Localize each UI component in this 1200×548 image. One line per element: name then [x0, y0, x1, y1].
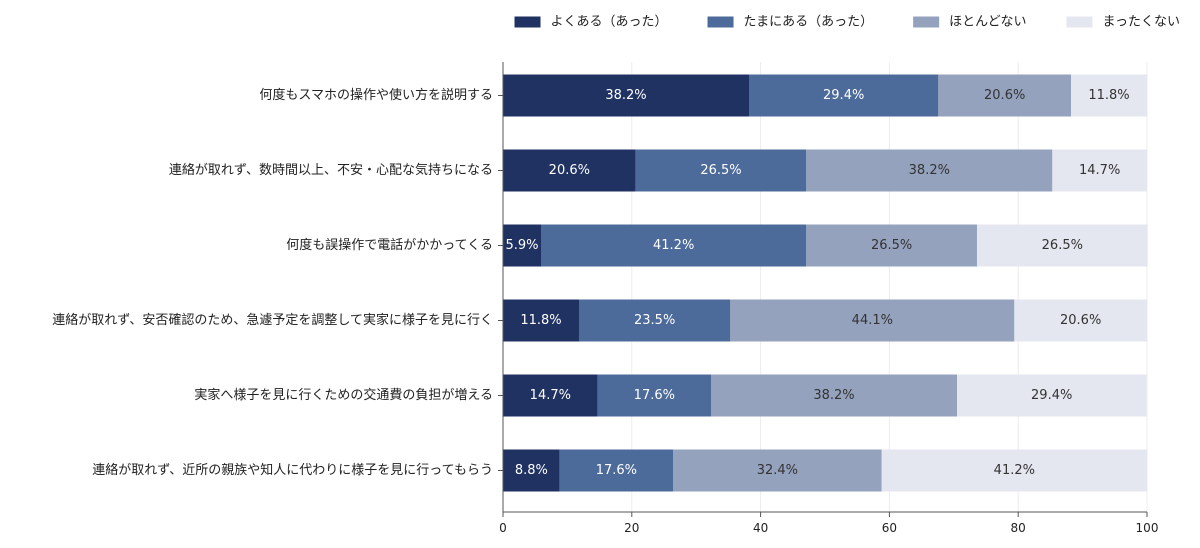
data-label: 41.2% [653, 238, 694, 253]
data-label: 8.8% [515, 463, 548, 478]
bar-segment [749, 74, 939, 117]
x-tick-label: 0 [499, 521, 507, 535]
bar-segment [938, 74, 1072, 117]
category-labels: 何度もスマホの操作や使い方を説明する連絡が取れず、数時間以上、不安・心配な気持ち… [52, 87, 493, 478]
category-label: 連絡が取れず、近所の親族や知人に代わりに様子を見に行ってもらう [92, 462, 493, 478]
data-label: 20.6% [984, 88, 1025, 103]
data-label: 29.4% [1031, 388, 1072, 403]
legend-item: よくある（あった） [514, 15, 668, 30]
category-label: 何度もスマホの操作や使い方を説明する [259, 87, 493, 103]
data-label: 20.6% [549, 163, 590, 178]
legend-label: ほとんどない [949, 15, 1026, 30]
bar-segment [711, 374, 958, 417]
legend-label: まったくない [1103, 15, 1180, 30]
bar-segment [503, 299, 579, 342]
data-label: 32.4% [757, 463, 798, 478]
category-label: 連絡が取れず、安否確認のため、急遽予定を調整して実家に様子を見に行く [52, 312, 493, 328]
data-label: 11.8% [520, 313, 561, 328]
data-label: 26.5% [871, 238, 912, 253]
x-tick-label: 80 [1011, 521, 1026, 535]
bar-segment [540, 224, 807, 267]
x-tick-label: 100 [1136, 521, 1159, 535]
legend-item: ほとんどない [913, 15, 1027, 30]
bar-segment [503, 74, 750, 117]
bar-segment [503, 224, 541, 267]
bar-segment [1071, 74, 1147, 117]
bar-segment [635, 149, 807, 192]
bar-segment [806, 224, 977, 267]
x-tick-label: 20 [624, 521, 639, 535]
bar-segment [673, 449, 882, 492]
legend-label: よくある（あった） [551, 15, 668, 30]
data-label: 26.5% [700, 163, 741, 178]
bar-segment [957, 374, 1147, 417]
data-label: 29.4% [823, 88, 864, 103]
bar-segment [730, 299, 1015, 342]
bar-segment [806, 149, 1053, 192]
legend-item: たまにある（あった） [707, 15, 874, 30]
bar-segment [503, 374, 598, 417]
legend-swatch [1066, 16, 1093, 28]
legend-item: まったくない [1066, 15, 1180, 30]
data-label: 38.2% [813, 388, 854, 403]
bar-segment [503, 149, 636, 192]
data-label: 23.5% [634, 313, 675, 328]
bar-segment [1014, 299, 1147, 342]
bar-segment [578, 299, 731, 342]
data-label: 41.2% [994, 463, 1035, 478]
axes [498, 62, 1148, 517]
bar-segment [559, 449, 674, 492]
category-label: 連絡が取れず、数時間以上、不安・心配な気持ちになる [169, 162, 493, 178]
data-label: 26.5% [1042, 238, 1083, 253]
bar-segment [881, 449, 1147, 492]
data-label: 20.6% [1060, 313, 1101, 328]
legend-swatch [707, 16, 734, 28]
data-label: 5.9% [505, 238, 538, 253]
legend-label: たまにある（あった） [744, 15, 874, 30]
x-tick-label: 40 [753, 521, 768, 535]
bar-segment [597, 374, 712, 417]
bar-segment [1052, 149, 1147, 192]
data-label: 38.2% [909, 163, 950, 178]
x-tick-labels: 0 20 40 60 80 100 [499, 521, 1158, 535]
plot-area: 38.2% 29.4% 20.6% 11.8% 20.6% 26.5% 38.2% 14.7%… [503, 74, 1148, 492]
data-label: 14.7% [1079, 163, 1120, 178]
legend-swatch [913, 16, 940, 28]
category-label: 何度も誤操作で電話がかかってくる [286, 237, 493, 253]
data-label: 11.8% [1088, 88, 1129, 103]
bar-segment [976, 224, 1148, 267]
data-label: 38.2% [605, 88, 646, 103]
data-label: 17.6% [596, 463, 637, 478]
data-label: 44.1% [852, 313, 893, 328]
data-label: 17.6% [634, 388, 675, 403]
bar-segment [503, 449, 560, 492]
category-label: 実家へ様子を見に行くための交通費の負担が増える [194, 387, 493, 403]
legend-swatch [514, 16, 541, 28]
legend: よくある（あった） たまにある（あった） ほとんどない まったくない [514, 15, 1180, 30]
gridlines [631, 62, 1148, 512]
data-label: 14.7% [530, 388, 571, 403]
x-tick-label: 60 [882, 521, 897, 535]
